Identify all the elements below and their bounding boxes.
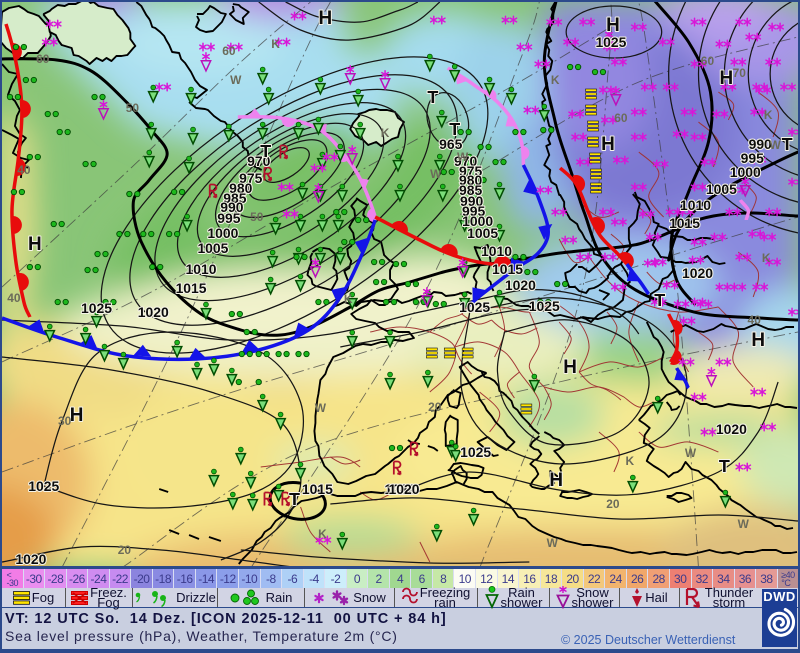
svg-text:K: K bbox=[626, 454, 635, 468]
svg-text:970: 970 bbox=[247, 153, 270, 169]
svg-text:40: 40 bbox=[7, 291, 21, 305]
svg-text:985: 985 bbox=[459, 182, 482, 198]
svg-text:1015: 1015 bbox=[492, 261, 523, 277]
svg-text:1005: 1005 bbox=[197, 240, 228, 256]
svg-text:W: W bbox=[230, 73, 242, 87]
svg-text:K: K bbox=[764, 108, 773, 122]
svg-text:990: 990 bbox=[460, 193, 483, 209]
svg-text:1000: 1000 bbox=[730, 164, 761, 180]
svg-text:990: 990 bbox=[749, 136, 772, 152]
svg-text:T: T bbox=[782, 134, 793, 154]
svg-text:1020: 1020 bbox=[138, 304, 169, 320]
svg-text:985: 985 bbox=[223, 190, 246, 206]
svg-text:50: 50 bbox=[250, 210, 264, 224]
svg-text:50: 50 bbox=[126, 101, 140, 115]
svg-text:995: 995 bbox=[217, 210, 240, 226]
svg-text:30: 30 bbox=[58, 414, 72, 428]
svg-text:H: H bbox=[319, 8, 333, 29]
svg-text:W: W bbox=[547, 536, 559, 550]
svg-text:20: 20 bbox=[606, 497, 620, 511]
svg-text:W: W bbox=[457, 150, 469, 164]
svg-text:1010: 1010 bbox=[680, 197, 711, 213]
svg-text:K: K bbox=[381, 126, 390, 140]
svg-text:1010: 1010 bbox=[481, 243, 512, 259]
svg-text:20: 20 bbox=[118, 543, 132, 557]
svg-text:1005: 1005 bbox=[706, 181, 737, 197]
svg-text:W: W bbox=[738, 517, 750, 531]
svg-text:1025: 1025 bbox=[28, 478, 59, 494]
svg-text:1010: 1010 bbox=[186, 261, 217, 277]
svg-text:1025: 1025 bbox=[529, 298, 560, 314]
svg-text:1005: 1005 bbox=[467, 225, 498, 241]
svg-text:H: H bbox=[549, 470, 563, 491]
svg-text:1020: 1020 bbox=[716, 421, 747, 437]
svg-text:975: 975 bbox=[239, 170, 262, 186]
svg-text:K: K bbox=[271, 37, 280, 51]
svg-text:H: H bbox=[751, 330, 765, 351]
svg-text:T: T bbox=[289, 489, 300, 509]
svg-text:K: K bbox=[344, 292, 353, 306]
svg-text:70: 70 bbox=[733, 66, 747, 80]
svg-text:1000: 1000 bbox=[207, 225, 238, 241]
svg-text:W: W bbox=[769, 138, 781, 152]
svg-text:1025: 1025 bbox=[460, 444, 491, 460]
svg-text:60: 60 bbox=[614, 111, 628, 125]
svg-text:W: W bbox=[685, 446, 697, 460]
svg-text:1020: 1020 bbox=[385, 481, 416, 497]
svg-text:K: K bbox=[551, 73, 560, 87]
svg-text:1025: 1025 bbox=[81, 300, 112, 316]
svg-text:995: 995 bbox=[462, 203, 485, 219]
svg-text:1020: 1020 bbox=[682, 265, 713, 281]
svg-text:H: H bbox=[28, 234, 42, 255]
svg-text:1015: 1015 bbox=[302, 481, 333, 497]
svg-text:975: 975 bbox=[459, 163, 482, 179]
svg-text:T: T bbox=[260, 141, 271, 161]
svg-text:990: 990 bbox=[220, 199, 243, 215]
svg-text:1020: 1020 bbox=[505, 277, 536, 293]
svg-text:W: W bbox=[315, 401, 327, 415]
svg-text:T: T bbox=[449, 119, 460, 139]
svg-text:980: 980 bbox=[229, 180, 252, 196]
svg-text:1025: 1025 bbox=[595, 34, 626, 50]
svg-text:H: H bbox=[720, 68, 734, 89]
svg-text:T: T bbox=[427, 87, 438, 107]
svg-text:1025: 1025 bbox=[459, 299, 490, 315]
svg-text:60: 60 bbox=[701, 54, 715, 68]
svg-text:40: 40 bbox=[17, 163, 31, 177]
svg-text:40: 40 bbox=[748, 313, 762, 327]
svg-text:W: W bbox=[430, 167, 442, 181]
svg-text:H: H bbox=[70, 405, 84, 426]
svg-text:995: 995 bbox=[741, 150, 764, 166]
svg-text:H: H bbox=[601, 134, 615, 155]
svg-text:T: T bbox=[719, 456, 730, 476]
svg-text:H: H bbox=[606, 15, 620, 36]
svg-text:60: 60 bbox=[222, 44, 236, 58]
svg-text:980: 980 bbox=[459, 172, 482, 188]
svg-text:965: 965 bbox=[439, 136, 462, 152]
svg-text:1020: 1020 bbox=[388, 481, 419, 497]
svg-text:H: H bbox=[563, 357, 577, 378]
svg-text:1020: 1020 bbox=[15, 551, 46, 567]
svg-text:60: 60 bbox=[36, 52, 50, 66]
svg-text:1015: 1015 bbox=[176, 280, 207, 296]
svg-text:K: K bbox=[762, 251, 771, 265]
svg-text:970: 970 bbox=[454, 153, 477, 169]
svg-text:1000: 1000 bbox=[462, 213, 493, 229]
svg-text:20: 20 bbox=[428, 400, 442, 414]
svg-text:K: K bbox=[318, 527, 327, 541]
svg-text:1015: 1015 bbox=[669, 215, 700, 231]
svg-text:T: T bbox=[654, 290, 665, 310]
